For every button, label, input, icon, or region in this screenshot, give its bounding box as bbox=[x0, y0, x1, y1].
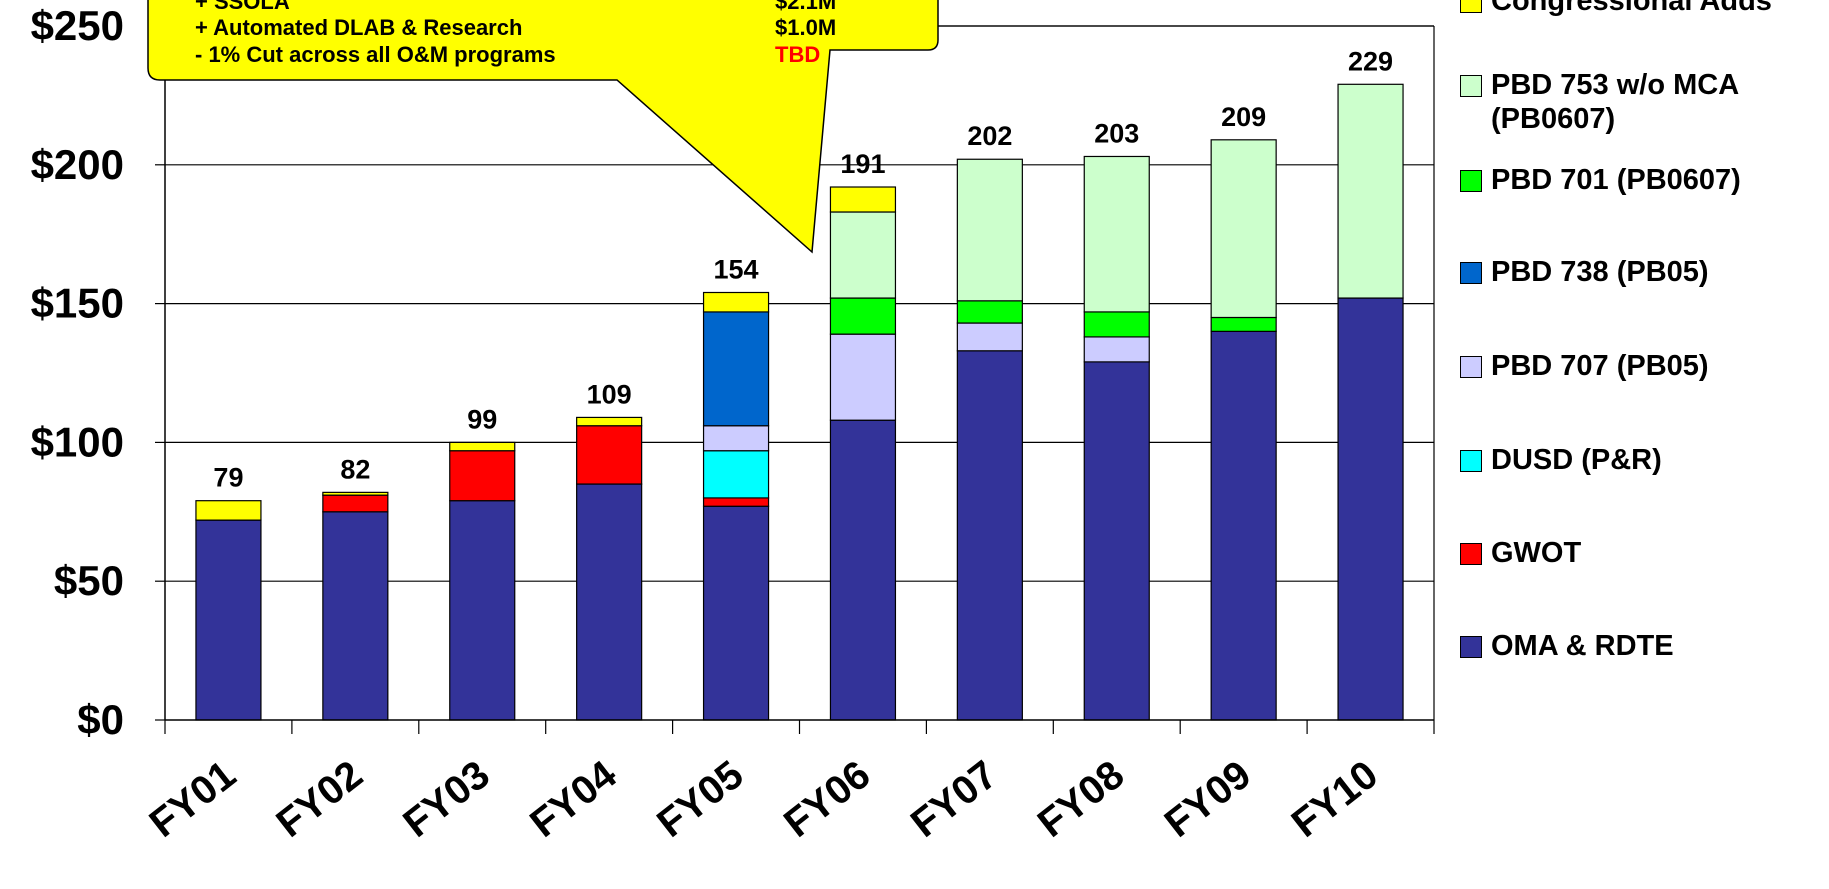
y-tick-label: $200 bbox=[31, 141, 124, 188]
bar-segment bbox=[829, 211, 897, 299]
bar-segment bbox=[1210, 139, 1277, 319]
x-tick-label: FY02 bbox=[268, 752, 370, 846]
legend-swatch bbox=[1460, 543, 1482, 565]
legend-item: PBD 738 (PB05) bbox=[1460, 255, 1709, 289]
x-tick-label: FY07 bbox=[903, 752, 1005, 846]
legend-item: PBD 753 w/o MCA (PB0607) bbox=[1460, 68, 1739, 136]
legend-label: GWOT bbox=[1491, 537, 1582, 569]
bar-segment bbox=[322, 491, 389, 496]
callout-item-label: + Automated DLAB & Research bbox=[195, 15, 522, 40]
bar-segment bbox=[702, 291, 770, 313]
bar-segment bbox=[1210, 330, 1277, 721]
bar-segment bbox=[576, 483, 643, 721]
legend-item: PBD 701 (PB0607) bbox=[1460, 163, 1741, 197]
legend-swatch bbox=[1460, 356, 1482, 378]
bar-segment bbox=[702, 311, 770, 427]
legend-label: PBD 753 w/o MCA (PB0607) bbox=[1491, 69, 1740, 135]
legend-swatch bbox=[1460, 450, 1482, 472]
bar-segment bbox=[956, 158, 1023, 302]
legend-swatch bbox=[1460, 170, 1482, 192]
legend-label: PBD 701 (PB0607) bbox=[1491, 164, 1741, 196]
bar-segment bbox=[1337, 297, 1404, 721]
bar-segment bbox=[956, 350, 1023, 721]
x-tick-label: FY03 bbox=[395, 752, 497, 846]
total-label: 209 bbox=[1221, 102, 1266, 132]
bar-segment bbox=[1083, 155, 1150, 313]
legend-item: DUSD (P&R) bbox=[1460, 443, 1662, 477]
bar-segment bbox=[1337, 83, 1404, 299]
total-labels: 79 82 99 109 154 191 202 203 209 229 bbox=[213, 46, 1393, 492]
legend-label: Congressional Adds bbox=[1491, 0, 1772, 17]
bar-segment bbox=[702, 425, 770, 452]
callout-item-value: $1.0M bbox=[775, 15, 836, 40]
callout-item-label: - 1% Cut across all O&M programs bbox=[195, 42, 556, 67]
x-tick-label: FY05 bbox=[649, 752, 751, 846]
y-tick-label: $250 bbox=[31, 2, 124, 49]
bar-segment bbox=[1083, 311, 1150, 338]
bar-segment bbox=[1210, 316, 1277, 332]
callout-item-value: $2.1M bbox=[775, 0, 836, 14]
bar-segment bbox=[576, 416, 643, 427]
legend-swatch bbox=[1460, 636, 1482, 658]
bar-segment bbox=[956, 300, 1023, 324]
y-tick-label: $100 bbox=[31, 418, 124, 465]
legend-swatch bbox=[1460, 0, 1482, 13]
legend-item: Congressional Adds bbox=[1460, 0, 1772, 18]
bars-group bbox=[195, 83, 1404, 721]
legend-item: OMA & RDTE bbox=[1460, 629, 1674, 663]
y-tick-label: $0 bbox=[77, 696, 124, 743]
total-label: 99 bbox=[467, 404, 497, 434]
x-tick-label: FY10 bbox=[1284, 752, 1386, 846]
legend-swatch bbox=[1460, 262, 1482, 284]
x-tick-label: FY06 bbox=[776, 752, 878, 846]
total-label: 154 bbox=[714, 254, 759, 284]
bar-segment bbox=[702, 497, 770, 507]
legend-label: PBD 738 (PB05) bbox=[1491, 256, 1709, 288]
y-tick-label: $150 bbox=[31, 280, 124, 327]
legend-label: OMA & RDTE bbox=[1491, 630, 1674, 662]
y-tick-label: $50 bbox=[54, 557, 124, 604]
x-tick-label: FY01 bbox=[142, 752, 244, 846]
legend-item: GWOT bbox=[1460, 536, 1581, 570]
bar-segment bbox=[829, 419, 897, 721]
total-label: 109 bbox=[587, 379, 632, 409]
callout-shape bbox=[147, 0, 939, 254]
bar-segment bbox=[576, 425, 643, 485]
total-label: 202 bbox=[967, 121, 1012, 151]
callout-item-label: + SSOLA bbox=[195, 0, 290, 14]
bar-segment bbox=[1083, 361, 1150, 721]
bar-segment bbox=[449, 441, 516, 452]
bar-segment bbox=[956, 322, 1023, 352]
x-tick-label: FY08 bbox=[1030, 752, 1132, 846]
total-label: 82 bbox=[340, 454, 370, 484]
bar-segment bbox=[449, 450, 516, 502]
x-tick-label: FY04 bbox=[522, 752, 625, 846]
bar-segment bbox=[322, 511, 389, 721]
bar-segment bbox=[829, 186, 897, 213]
total-label: 191 bbox=[840, 149, 885, 179]
callout-item-value: TBD bbox=[775, 42, 820, 67]
total-label: 79 bbox=[213, 463, 243, 493]
callout-box: + SSOLA $2.1M + Automated DLAB & Research $… bbox=[147, 0, 939, 254]
legend-item: PBD 707 (PB05) bbox=[1460, 349, 1709, 383]
x-tick-label: FY09 bbox=[1157, 752, 1259, 846]
bar-segment bbox=[702, 505, 770, 721]
total-label: 229 bbox=[1348, 46, 1393, 76]
legend-label: PBD 707 (PB05) bbox=[1491, 350, 1709, 382]
bar-segment bbox=[829, 333, 897, 421]
legend-label: DUSD (P&R) bbox=[1491, 444, 1662, 476]
total-label: 203 bbox=[1094, 118, 1139, 148]
bar-segment bbox=[829, 297, 897, 335]
bar-segment bbox=[702, 450, 770, 499]
bar-segment bbox=[1083, 336, 1150, 363]
bar-segment bbox=[322, 494, 389, 513]
bar-segment bbox=[195, 519, 262, 721]
bar-segment bbox=[195, 500, 262, 521]
legend-swatch bbox=[1460, 75, 1482, 97]
bar-segment bbox=[449, 500, 516, 721]
legend: Congressional Adds PBD 753 w/o MCA (PB060… bbox=[1460, 0, 1829, 889]
